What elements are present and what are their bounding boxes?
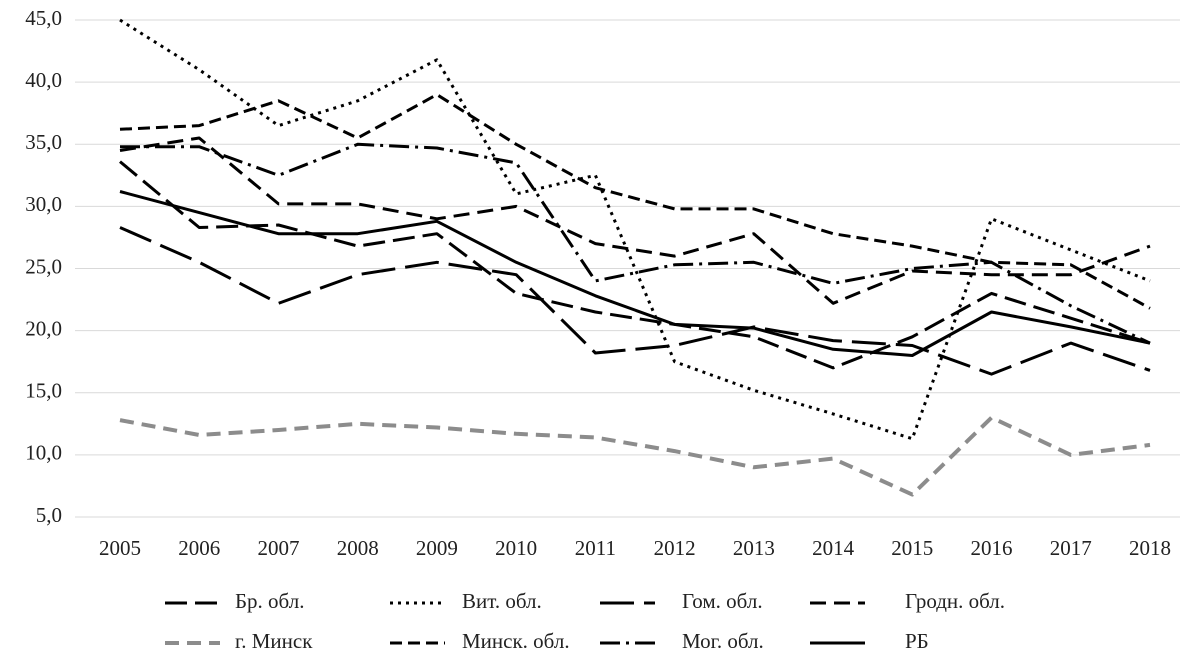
series-line	[120, 142, 1151, 345]
series-line	[119, 415, 1151, 497]
y-tick-label: 15,0	[25, 379, 62, 403]
x-tick-label: 2005	[99, 536, 141, 560]
x-tick-label: 2015	[891, 536, 933, 560]
y-tick-label: 30,0	[25, 192, 62, 216]
legend-label: Гом. обл.	[682, 589, 763, 613]
series-line	[119, 93, 1151, 310]
y-tick-label: 45,0	[25, 6, 62, 30]
x-tick-label: 2009	[416, 536, 458, 560]
series-line	[119, 18, 1151, 441]
x-tick-label: 2010	[495, 536, 537, 560]
legend-label: г. Минск	[235, 629, 313, 653]
y-tick-label: 25,0	[25, 254, 62, 278]
x-tick-label: 2013	[733, 536, 775, 560]
y-tick-label: 10,0	[25, 441, 62, 465]
series-line	[119, 190, 1151, 357]
y-tick-label: 20,0	[25, 316, 62, 340]
series-line	[119, 160, 1151, 370]
legend-label: Минск. обл.	[462, 629, 570, 653]
x-tick-label: 2008	[337, 536, 379, 560]
legend-label: Гродн. обл.	[905, 589, 1005, 613]
x-tick-label: 2016	[971, 536, 1013, 560]
legend-label: Вит. обл.	[462, 589, 542, 613]
x-tick-label: 2007	[257, 536, 299, 560]
legend-label: Бр. обл.	[235, 589, 304, 613]
legend-label: Мог. обл.	[682, 629, 764, 653]
x-tick-label: 2018	[1129, 536, 1171, 560]
x-tick-label: 2017	[1050, 536, 1092, 560]
y-tick-label: 5,0	[36, 503, 62, 527]
y-tick-label: 35,0	[25, 130, 62, 154]
x-tick-label: 2011	[575, 536, 616, 560]
x-tick-label: 2006	[178, 536, 220, 560]
legend-label: РБ	[905, 629, 929, 653]
y-tick-label: 40,0	[25, 68, 62, 92]
x-tick-label: 2014	[812, 536, 855, 560]
series-line	[119, 136, 1151, 305]
x-tick-label: 2012	[654, 536, 696, 560]
series-line	[119, 226, 1151, 376]
